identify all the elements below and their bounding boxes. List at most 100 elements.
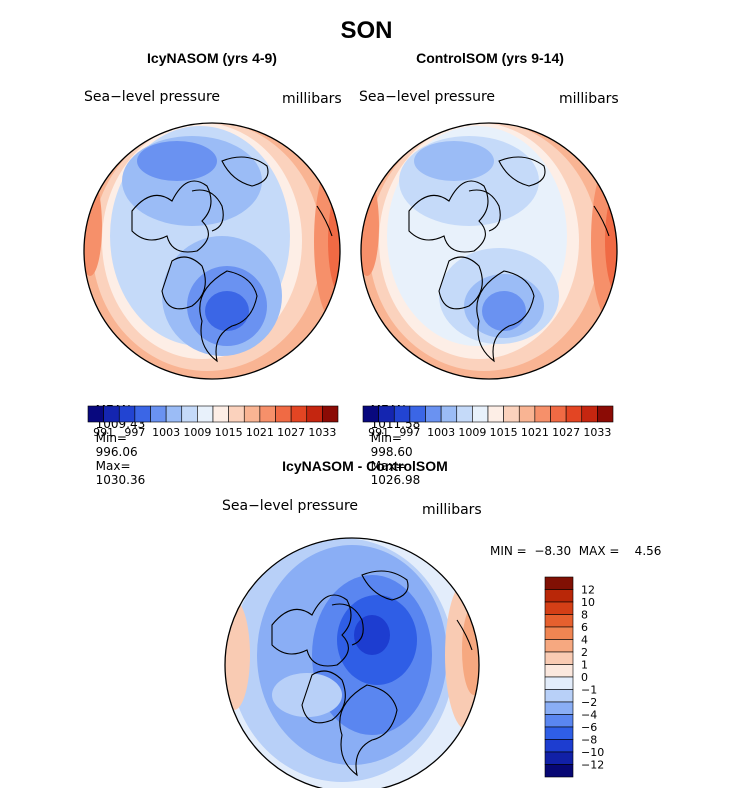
diff-title: IcyNASOM - ControlSOM: [282, 458, 448, 474]
panel2-coastline-3: [476, 270, 535, 363]
panel2-colorbar-label-4: 1015: [490, 426, 518, 439]
diff-coastline-3: [339, 684, 398, 777]
panel1-coastline-4: [191, 189, 224, 232]
panel1-coastline-3: [199, 270, 258, 363]
panel1-max-value: 1030.36: [95, 473, 146, 487]
diff-colorbar-label-5: 2: [581, 646, 588, 659]
panel2-colorbar-swatch-8: [487, 405, 504, 423]
diff-colorbar-swatch-2: [544, 601, 574, 615]
diff-colorbar-swatch-10: [544, 701, 574, 715]
diff-colorbar-label-8: −1: [581, 684, 597, 697]
diff-colorbar-swatch-14: [544, 751, 574, 765]
panel2-colorbar-label-1: 997: [399, 426, 420, 439]
panel1-units-label: millibars: [282, 91, 342, 107]
panel1-field-11: [84, 176, 102, 276]
panel1-colorbar-swatch-2: [118, 405, 136, 423]
panel2-colorbar-swatch-9: [503, 405, 520, 423]
diff-colorbar-label-0: 12: [581, 584, 595, 597]
panel1-field-10: [328, 186, 340, 296]
panel2-coastline-4: [468, 189, 501, 232]
panel2-colorbar-label-7: 1033: [583, 426, 611, 439]
panel2-colorbar-swatch-11: [534, 405, 551, 423]
panel2-min-value: 998.60: [370, 445, 413, 459]
panel2-variable-label: Sea−level pressure: [359, 89, 496, 105]
diff-coastline-1: [301, 670, 346, 724]
panel1-colorbar-swatch-6: [181, 405, 198, 423]
diff-colorbar-swatch-15: [544, 764, 574, 778]
panel2-colorbar-label-6: 1027: [552, 426, 580, 439]
panel1-colorbar-swatch-14: [306, 405, 323, 423]
panel2-colorbar-swatch-13: [565, 405, 583, 423]
diff-colorbar-label-11: −6: [581, 721, 597, 734]
panel1-field-8: [137, 141, 217, 181]
panel2-max-label: Max=: [370, 459, 406, 473]
diff-colorbar-label-14: −12: [581, 759, 604, 772]
panel2-colorbar-label-0: 991: [368, 426, 389, 439]
diff-minmax: MIN = −8.30 MAX = 4.56: [490, 544, 662, 558]
panel1-coastline-5: [316, 205, 333, 237]
panel2-outline: [360, 122, 618, 380]
panel1-variable-label: Sea−level pressure: [84, 89, 221, 105]
panel1-colorbar-swatch-0: [87, 405, 104, 423]
diff-coastline-0: [271, 594, 352, 667]
panel2-colorbar-swatch-1: [378, 405, 395, 423]
panel1-colorbar-label-1: 997: [124, 426, 145, 439]
diff-colorbar-swatch-9: [544, 689, 574, 703]
panel1-colorbar-swatch-7: [197, 405, 214, 423]
diff-colorbar-label-6: 1: [581, 659, 588, 672]
diff-coastline-5: [456, 619, 473, 651]
panel1-title: IcyNASOM (yrs 4-9): [147, 50, 277, 66]
diff-colorbar-swatch-5: [544, 639, 574, 653]
panel1-colorbar: 991 997 1003 1009 1015 1021 1027 1033: [87, 405, 339, 439]
panel1-outline: [83, 122, 341, 380]
panel1-colorbar-swatch-5: [165, 405, 183, 423]
panel1-colorbar-swatch-8: [212, 405, 229, 423]
diff-colorbar-label-13: −10: [581, 746, 604, 759]
panel1-colorbar-swatch-3: [134, 405, 151, 423]
diff-colorbar-label-3: 6: [581, 621, 588, 634]
panel2-field-7: [482, 291, 526, 331]
panel2-colorbar-swatch-3: [409, 405, 426, 423]
panel1-colorbar-swatch-15: [322, 405, 339, 423]
panel2-map: [360, 122, 618, 380]
panel2-units-label: millibars: [559, 91, 619, 107]
diff-field-8: [462, 605, 479, 695]
diff-colorbar-swatch-13: [544, 739, 574, 753]
panel2-colorbar-swatch-10: [518, 405, 536, 423]
diff-colorbar-label-9: −2: [581, 696, 597, 709]
panel1-field-7: [205, 291, 249, 331]
diff-colorbar-swatch-1: [544, 589, 574, 603]
panel2-colorbar-swatch-14: [581, 405, 598, 423]
panel2-max-value: 1026.98: [370, 473, 421, 487]
diff-colorbar-label-7: 0: [581, 671, 588, 684]
diff-colorbar-swatch-8: [544, 676, 574, 690]
diff-colorbar-label-2: 8: [581, 609, 588, 622]
diff-colorbar-swatch-11: [544, 714, 574, 728]
diff-field-6: [272, 673, 342, 717]
panel2-coastline-0: [408, 180, 489, 253]
panel2-colorbar: 991 997 1003 1009 1015 1021 1027 1033: [362, 405, 614, 439]
diff-colorbar-label-12: −8: [581, 734, 597, 747]
panel2-colorbar-swatch-6: [456, 405, 473, 423]
panel1-colorbar-label-4: 1015: [215, 426, 243, 439]
diff-colorbar-label-10: −4: [581, 709, 597, 722]
panel1-colorbar-swatch-9: [228, 405, 245, 423]
panel2-colorbar-swatch-7: [472, 405, 489, 423]
panel1-colorbar-swatch-12: [275, 405, 292, 423]
panel2-colorbar-swatch-15: [597, 405, 614, 423]
panel1-min-label: Min=: [95, 431, 127, 445]
panel1-map: [83, 122, 341, 380]
diff-colorbar-swatch-4: [544, 626, 574, 640]
panel1-colorbar-swatch-10: [243, 405, 261, 423]
diff-colorbar-label-4: 4: [581, 634, 588, 647]
panel2-colorbar-swatch-12: [550, 405, 567, 423]
diff-colorbar-swatch-3: [544, 614, 574, 628]
panel1-min-value: 996.06: [95, 445, 138, 459]
diff-map: [224, 537, 480, 788]
panel2-coastline-5: [593, 205, 610, 237]
panel2-colorbar-swatch-4: [425, 405, 442, 423]
panel2-colorbar-swatch-5: [440, 405, 458, 423]
panel1-colorbar-swatch-4: [150, 405, 167, 423]
